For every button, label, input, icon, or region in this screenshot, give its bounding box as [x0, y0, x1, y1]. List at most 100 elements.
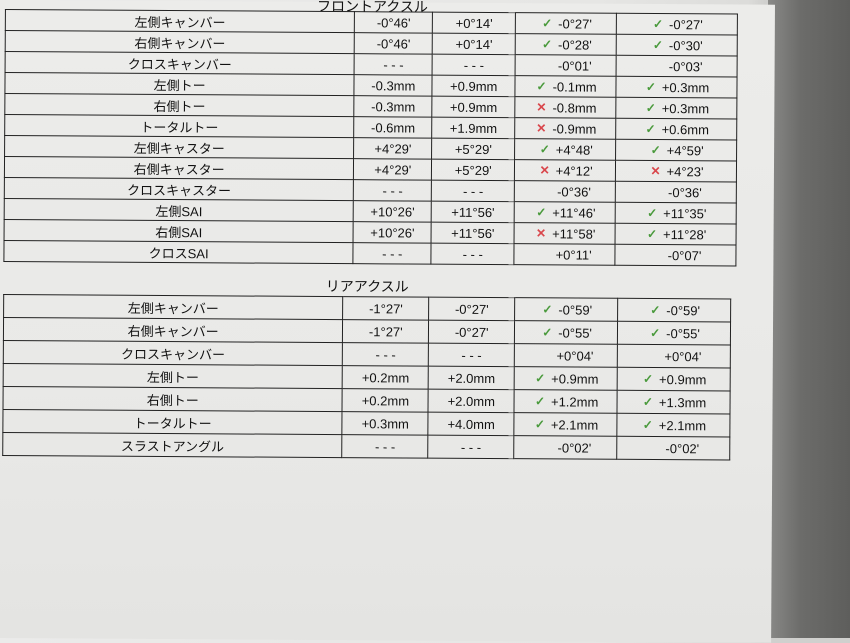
- cross-icon: ✕: [534, 100, 548, 114]
- max-value: +2.0mm: [428, 366, 514, 390]
- after-value: -0°59': [666, 303, 700, 318]
- after-value: -0°36': [668, 185, 702, 200]
- table-row: クロスSAI- - -- - -+0°11'-0°07': [4, 241, 736, 266]
- max-value: +11°56': [431, 222, 514, 244]
- before-value: -0.1mm: [553, 79, 597, 94]
- check-icon: ✓: [645, 205, 659, 219]
- row-label: 右側キャンバー: [5, 31, 355, 54]
- check-icon: ✓: [533, 394, 547, 408]
- after-value: +11°35': [663, 206, 706, 221]
- row-label: スラストアングル: [3, 433, 343, 458]
- after-measurement: ✓ +0.9mm: [617, 367, 730, 391]
- check-icon: ✓: [540, 16, 554, 30]
- check-icon: ✓: [644, 100, 658, 114]
- after-value: +0.6mm: [662, 122, 709, 137]
- before-measurement: ✕+11°58': [514, 223, 615, 245]
- max-value: +1.9mm: [432, 117, 515, 139]
- before-value: +4°48': [556, 142, 593, 157]
- before-value: -0°27': [558, 16, 592, 31]
- after-value: +4°59': [667, 143, 704, 158]
- max-value: +0°14': [432, 33, 515, 55]
- after-value: +1.3mm: [659, 395, 706, 410]
- max-value: +5°29': [432, 159, 515, 181]
- after-measurement: -0°07': [615, 244, 736, 266]
- row-label: 左側キャスター: [5, 136, 355, 159]
- row-label: 右側トー: [5, 94, 355, 117]
- before-value: +0°04': [556, 348, 593, 363]
- after-value: +0.3mm: [662, 80, 709, 95]
- max-value: +11°56': [431, 201, 514, 223]
- min-value: -1°27': [343, 320, 429, 344]
- after-value: -0°03': [669, 59, 703, 74]
- cross-icon: ✕: [648, 163, 662, 177]
- row-label: 右側トー: [3, 387, 343, 412]
- before-value: -0°36': [557, 184, 591, 199]
- max-value: +0.9mm: [432, 96, 515, 118]
- before-measurement: -0°02': [514, 436, 617, 460]
- min-value: - - -: [354, 180, 432, 201]
- before-measurement: ✓-0°55': [515, 321, 618, 345]
- rear-axle-table: 左側キャンバー-1°27'-0°27'✓-0°59'✓-0°59'右側キャンバー…: [2, 294, 731, 460]
- row-label: クロスキャンバー: [3, 341, 343, 366]
- after-value: -0°55': [666, 326, 700, 341]
- before-value: +4°12': [556, 163, 593, 178]
- check-icon: ✓: [641, 371, 655, 385]
- check-icon: ✓: [651, 37, 665, 51]
- after-measurement: ✓ -0°59': [618, 298, 731, 322]
- before-value: +0.9mm: [551, 371, 598, 386]
- check-icon: ✓: [535, 79, 549, 93]
- cross-icon: ✕: [534, 226, 548, 240]
- after-measurement: ✓ +2.1mm: [617, 413, 730, 437]
- row-label: クロスキャンバー: [5, 52, 355, 75]
- min-value: -0°46': [355, 12, 433, 33]
- after-measurement: -0°03': [616, 55, 737, 77]
- max-value: +5°29': [432, 138, 515, 160]
- cross-icon: ✕: [538, 163, 552, 177]
- before-measurement: +0°04': [514, 344, 617, 368]
- check-icon: ✓: [641, 417, 655, 431]
- after-measurement: -0°36': [615, 181, 736, 203]
- after-value: +2.1mm: [659, 418, 706, 433]
- before-value: +0°11': [556, 247, 592, 262]
- max-value: -0°27': [429, 320, 515, 344]
- front-axle-table: 左側キャンバー-0°46'+0°14'✓-0°27'✓-0°27'右側キャンバー…: [3, 9, 738, 266]
- before-measurement: ✕-0.8mm: [515, 97, 616, 119]
- after-measurement: ✕+4°23': [616, 160, 737, 182]
- before-value: -0°59': [558, 302, 592, 317]
- min-value: +0.2mm: [343, 366, 429, 390]
- max-value: - - -: [429, 343, 515, 367]
- min-value: +10°26': [354, 201, 432, 222]
- min-value: - - -: [354, 54, 432, 75]
- max-value: - - -: [432, 180, 515, 202]
- check-icon: ✓: [644, 79, 658, 93]
- min-value: -1°27': [343, 297, 429, 321]
- desk-background: [768, 0, 850, 638]
- check-icon: ✓: [533, 417, 547, 431]
- row-label: トータルトー: [5, 115, 355, 138]
- min-value: +4°29': [354, 138, 432, 159]
- min-value: -0°46': [355, 33, 433, 54]
- before-measurement: ✓-0°59': [515, 298, 618, 322]
- before-value: +11°46': [552, 205, 595, 220]
- before-value: -0.9mm: [552, 121, 596, 136]
- after-value: +0.9mm: [659, 372, 706, 387]
- min-value: +0.2mm: [342, 389, 428, 413]
- after-value: +0°04': [664, 349, 701, 364]
- max-value: - - -: [431, 243, 514, 265]
- before-measurement: ✓ -0°27': [516, 13, 617, 35]
- after-measurement: ✓ +11°35': [615, 202, 736, 224]
- before-measurement: ✓+0.9mm: [514, 367, 617, 391]
- row-label: 右側キャスター: [4, 157, 354, 180]
- check-icon: ✓: [645, 226, 659, 240]
- after-value: -0°07': [668, 248, 702, 263]
- check-icon: ✓: [648, 325, 662, 339]
- cross-icon: ✕: [534, 121, 548, 135]
- check-icon: ✓: [534, 205, 548, 219]
- before-value: -0°28': [558, 37, 592, 52]
- row-label: トータルトー: [3, 410, 343, 435]
- before-measurement: ✕ -0.9mm: [515, 118, 616, 140]
- after-measurement: ✓ +0.3mm: [616, 76, 737, 98]
- before-measurement: +0°11': [514, 244, 615, 266]
- after-measurement: ✓+0.6mm: [616, 118, 737, 140]
- check-icon: ✓: [648, 302, 662, 316]
